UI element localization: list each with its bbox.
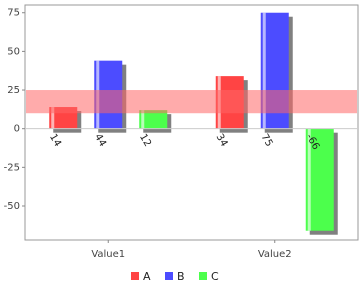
legend-label: A bbox=[143, 270, 151, 283]
legend-label: C bbox=[211, 270, 219, 283]
bar-highlight bbox=[307, 128, 311, 231]
legend-swatch bbox=[199, 272, 207, 280]
bar-highlight bbox=[51, 107, 55, 129]
bar-highlight bbox=[141, 110, 145, 129]
legend-swatch bbox=[165, 272, 173, 280]
y-tick-label: 25 bbox=[7, 85, 20, 96]
legend-swatch bbox=[131, 272, 139, 280]
legend-label: B bbox=[177, 270, 185, 283]
x-tick-label: Value2 bbox=[258, 249, 292, 260]
bar bbox=[139, 110, 168, 129]
x-tick-label: Value1 bbox=[91, 249, 125, 260]
y-tick-label: 50 bbox=[7, 46, 20, 57]
y-tick-label: 75 bbox=[7, 8, 20, 19]
bar-highlight bbox=[262, 12, 266, 129]
interval-marker bbox=[26, 90, 357, 114]
y-tick-label: -25 bbox=[4, 162, 20, 173]
y-tick-label: -50 bbox=[4, 201, 20, 212]
y-tick-label: 0 bbox=[14, 124, 20, 135]
